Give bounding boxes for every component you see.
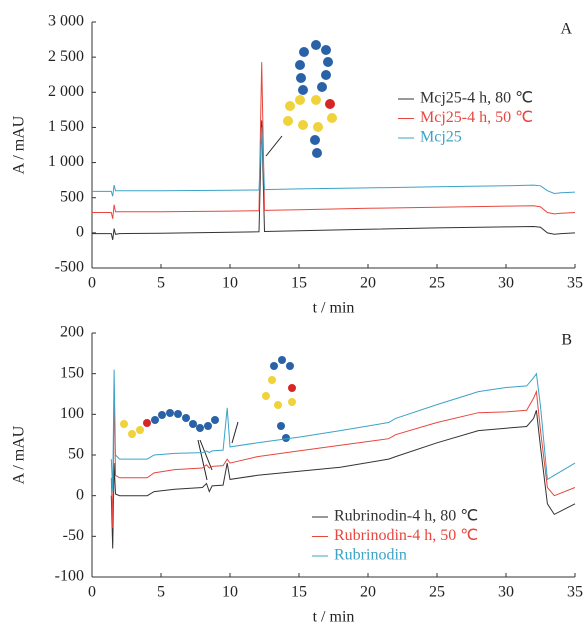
- y-tick-label: 200: [60, 324, 84, 341]
- molecule-a: [283, 40, 337, 158]
- x-tick-label: 20: [360, 584, 376, 601]
- y-tick-label: 3 000: [48, 13, 84, 30]
- x-tick-label: 15: [291, 584, 307, 601]
- arrow: [265, 135, 283, 157]
- y-tick-label: -100: [55, 568, 84, 585]
- x-tick-label: 0: [88, 275, 96, 292]
- x-axis-label: t / min: [313, 300, 355, 317]
- y-axis-label: A / mAU: [11, 425, 28, 484]
- x-tick-label: 35: [567, 584, 583, 601]
- data-line: [92, 62, 576, 219]
- y-tick-label: 1 500: [48, 118, 84, 135]
- x-tick-label: 30: [498, 275, 514, 292]
- arrows: [197, 421, 239, 481]
- y-axis-label: A / mAU: [11, 115, 28, 174]
- legend-label: Rubrinodin: [334, 547, 407, 564]
- legend-label: Rubrinodin-4 h, 80 ℃: [334, 508, 478, 525]
- x-axis-label: t / min: [313, 609, 355, 626]
- panel-label: B: [561, 332, 572, 349]
- data-line: [110, 369, 576, 492]
- y-tick-label: 150: [60, 364, 84, 381]
- data-line: [92, 127, 576, 197]
- x-tick-label: 25: [429, 584, 445, 601]
- x-tick-label: 20: [360, 275, 376, 292]
- legend-label: Mcj25-4 h, 50 ℃: [420, 109, 533, 126]
- data-line: [110, 389, 576, 529]
- y-tick-label: -50: [63, 527, 84, 544]
- x-tick-label: 10: [222, 275, 238, 292]
- molecule-b: [120, 356, 296, 442]
- y-tick-label: 0: [76, 224, 84, 241]
- x-tick-label: 30: [498, 584, 514, 601]
- x-tick-label: 35: [567, 275, 583, 292]
- legend-label: Mcj25: [420, 129, 462, 146]
- x-tick-label: 0: [88, 584, 96, 601]
- data-line: [92, 120, 576, 241]
- x-tick-label: 10: [222, 584, 238, 601]
- y-tick-label: 0: [76, 486, 84, 503]
- y-tick-label: 100: [60, 405, 84, 422]
- y-tick-label: 1 000: [48, 153, 84, 170]
- legend-label: Mcj25-4 h, 80 ℃: [420, 90, 533, 107]
- x-tick-label: 5: [157, 584, 165, 601]
- y-tick-label: -500: [55, 259, 84, 276]
- panel-label: A: [560, 21, 572, 38]
- y-tick-label: 500: [60, 188, 84, 205]
- data-line: [110, 410, 576, 549]
- y-tick-label: 2 500: [48, 48, 84, 65]
- y-tick-label: 2 000: [48, 83, 84, 100]
- y-tick-label: 50: [68, 446, 84, 463]
- x-tick-label: 25: [429, 275, 445, 292]
- x-tick-label: 5: [157, 275, 165, 292]
- x-tick-label: 15: [291, 275, 307, 292]
- legend-label: Rubrinodin-4 h, 50 ℃: [334, 527, 478, 544]
